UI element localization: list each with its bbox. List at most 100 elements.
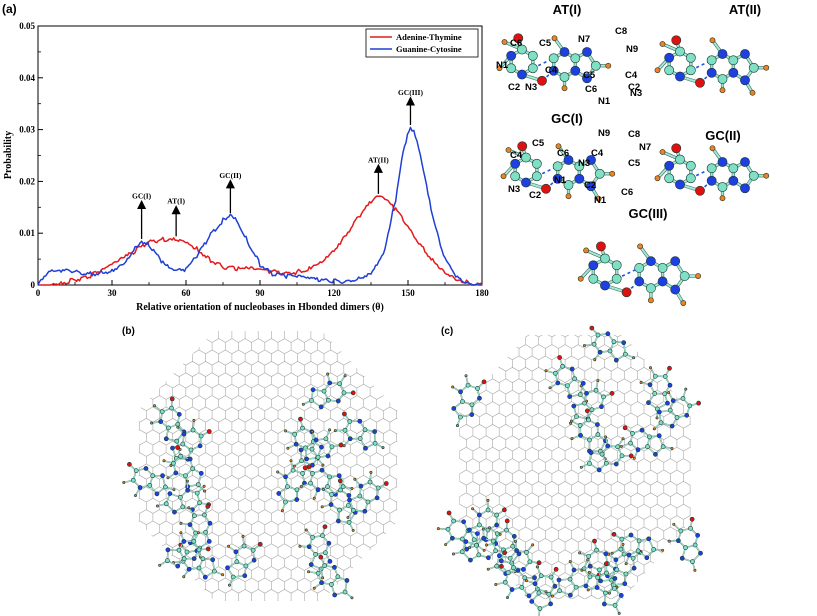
nitrogen-atom	[511, 534, 517, 539]
nitrogen-atom	[186, 566, 192, 572]
adsorbed-base	[169, 418, 212, 467]
carbon-atom	[717, 74, 728, 84]
carbon-atom	[674, 415, 680, 420]
y-tick-label-5: 0.05	[19, 21, 35, 31]
hydrogen-atom	[321, 487, 325, 491]
adsorbed-base	[320, 478, 358, 532]
hydrogen-atom	[353, 477, 357, 481]
oxygen-atom	[592, 538, 597, 544]
nitrogen-atom	[464, 546, 470, 552]
adsorbed-base	[333, 411, 385, 451]
nitrogen-atom	[597, 349, 603, 355]
structure-at2	[654, 35, 770, 96]
hydrogen-atom	[661, 548, 665, 552]
nitrogen-atom	[181, 539, 187, 544]
carbon-atom	[630, 555, 636, 561]
adsorbed-base	[610, 531, 665, 566]
nitrogen-atom	[600, 280, 610, 291]
nitrogen-atom	[469, 412, 475, 417]
carbon-atom	[200, 556, 206, 562]
hydrogen-atom	[551, 35, 558, 42]
carbon-atom	[563, 180, 574, 190]
nitrogen-atom	[656, 433, 662, 439]
atom-label-at1-9: C5	[583, 70, 596, 81]
nitrogen-atom	[304, 456, 309, 462]
carbon-atom	[282, 499, 288, 505]
annotation-label-1: AT(I)	[167, 197, 185, 206]
structure-at1	[496, 33, 612, 92]
structure-title-at2: AT(II)	[729, 2, 761, 17]
nitrogen-atom	[357, 418, 363, 424]
carbon-atom	[612, 586, 617, 591]
hydrogen-atom	[498, 532, 502, 536]
carbon-atom	[510, 543, 516, 549]
y-tick-label-1: 0.01	[19, 228, 35, 238]
nitrogen-atom	[526, 593, 532, 599]
nitrogen-atom	[358, 483, 364, 489]
nitrogen-atom	[571, 567, 577, 573]
hydrogen-atom	[621, 437, 625, 441]
carbon-atom	[611, 260, 622, 271]
hydrogen-atom	[580, 568, 584, 572]
carbon-atom	[662, 374, 668, 379]
hydrogen-atom	[570, 437, 574, 441]
nitrogen-atom	[332, 592, 338, 598]
oxygen-atom	[446, 510, 452, 516]
carbon-atom	[587, 461, 592, 466]
nitrogen-atom	[326, 540, 332, 546]
hydrogen-atom	[350, 596, 354, 600]
nitrogen-atom	[362, 508, 368, 514]
carbon-atom	[607, 348, 613, 354]
nitrogen-atom	[635, 447, 641, 453]
hydrogen-atom	[709, 37, 716, 44]
hydrogen-atom	[659, 149, 666, 155]
hexagon-grid	[138, 331, 398, 601]
oxygen-atom	[621, 287, 632, 298]
hydrogen-atom	[280, 509, 284, 513]
carbon-atom	[667, 407, 673, 413]
hydrogen-atom	[763, 64, 770, 71]
hydrogen-atom	[604, 435, 608, 439]
carbon-atom	[469, 402, 475, 408]
nitrogen-atom	[319, 580, 324, 586]
nitrogen-atom	[670, 256, 681, 267]
oxygen-atom	[537, 75, 547, 86]
hydrogen-atom	[587, 570, 591, 574]
nitrogen-atom	[163, 436, 169, 442]
carbon-atom	[548, 53, 559, 64]
graphene-lattice-b	[138, 331, 398, 601]
nitrogen-atom	[574, 173, 585, 184]
carbon-atom	[664, 173, 675, 184]
x-tick-label-1: 30	[108, 288, 118, 298]
nitrogen-atom	[461, 519, 467, 525]
nitrogen-atom	[599, 404, 604, 410]
carbon-atom	[310, 534, 315, 540]
carbon-atom	[315, 570, 321, 576]
carbon-atom	[166, 425, 171, 431]
nitrogen-atom	[631, 565, 637, 571]
series-layer	[37, 126, 483, 286]
nitrogen-atom	[467, 527, 472, 533]
legend-label-adenine-thymine: Adenine-Thymine	[396, 32, 462, 42]
carbon-atom	[619, 536, 625, 542]
nitrogen-atom	[347, 497, 352, 503]
nitrogen-atom	[596, 467, 602, 473]
hydrogen-atom	[182, 575, 186, 579]
adsorbed-base	[579, 435, 634, 473]
nitrogen-atom	[605, 331, 611, 337]
hydrogen-atom	[310, 430, 314, 434]
nitrogen-atom	[185, 487, 190, 493]
nitrogen-atom	[569, 366, 575, 372]
oxygen-atom	[342, 411, 347, 417]
hydrogen-atom	[561, 85, 568, 92]
carbon-atom	[593, 387, 599, 393]
carbon-atom	[660, 444, 666, 450]
carbon-atom	[192, 513, 197, 519]
nitrogen-atom	[582, 47, 592, 57]
carbon-atom	[150, 473, 156, 479]
nitrogen-atom	[728, 67, 739, 78]
hydrogen-atom	[494, 583, 498, 586]
carbon-atom	[476, 552, 482, 558]
oxygen-atom	[338, 442, 344, 448]
atom-label-at1-7: C8	[615, 26, 627, 37]
